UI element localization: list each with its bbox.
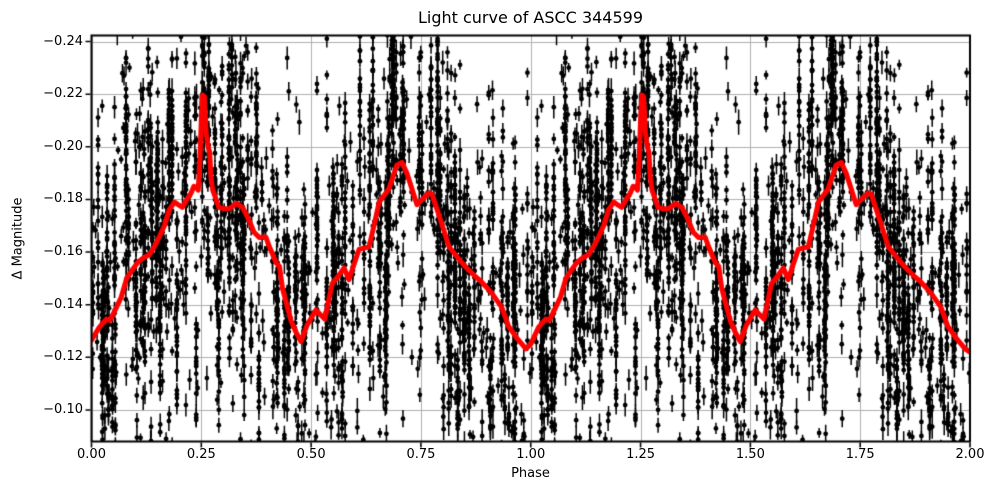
x-tick-label: 1.25: [626, 447, 656, 462]
y-axis-label: Δ Magnitude: [10, 197, 26, 280]
y-tick-label: −0.22: [43, 86, 83, 102]
x-tick-label: 1.00: [516, 447, 546, 462]
x-axis-label: Phase: [511, 466, 550, 481]
y-tick-label: −0.24: [43, 33, 83, 49]
x-tick-label: 0.75: [406, 447, 436, 462]
x-tick-label: 1.50: [735, 447, 765, 462]
x-tick-label: 0.25: [186, 447, 216, 462]
x-tick-label: 2.00: [955, 447, 985, 462]
y-tick-label: −0.16: [43, 244, 83, 260]
x-tick-label: 1.75: [845, 447, 875, 462]
y-tick-label: −0.20: [43, 138, 83, 154]
y-tick-label: −0.10: [43, 401, 83, 417]
y-tick-label: −0.12: [43, 349, 83, 365]
y-tick-label: −0.18: [43, 191, 83, 207]
x-tick-label: 0.50: [296, 447, 326, 462]
chart-title: Light curve of ASCC 344599: [417, 8, 644, 27]
y-tick-label: −0.14: [43, 296, 83, 312]
x-tick-label: 0.00: [77, 447, 106, 462]
